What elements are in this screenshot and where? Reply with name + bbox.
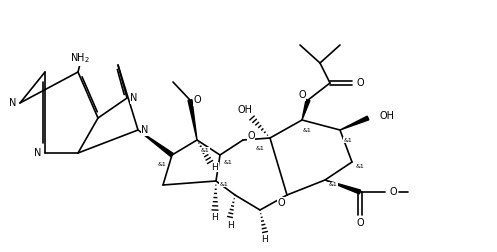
Text: H: H bbox=[212, 212, 218, 222]
Text: NH$_2$: NH$_2$ bbox=[70, 51, 90, 65]
Text: &1: &1 bbox=[356, 165, 364, 170]
Text: H: H bbox=[227, 220, 234, 230]
Text: O: O bbox=[247, 131, 255, 141]
Text: &1: &1 bbox=[329, 182, 337, 187]
Text: &1: &1 bbox=[220, 181, 229, 186]
Text: N: N bbox=[141, 125, 149, 135]
Text: OH: OH bbox=[238, 105, 252, 115]
Polygon shape bbox=[302, 100, 310, 120]
Text: O: O bbox=[356, 218, 364, 228]
Text: O: O bbox=[389, 187, 397, 197]
Text: N: N bbox=[130, 93, 138, 103]
Polygon shape bbox=[325, 180, 361, 194]
Text: N: N bbox=[34, 148, 42, 158]
Text: O: O bbox=[277, 198, 285, 208]
Text: H: H bbox=[212, 163, 218, 172]
Text: OH: OH bbox=[380, 111, 395, 121]
Text: H: H bbox=[261, 236, 268, 244]
Text: N: N bbox=[9, 98, 17, 108]
Polygon shape bbox=[138, 130, 173, 156]
Text: &1: &1 bbox=[343, 138, 352, 142]
Text: O: O bbox=[298, 90, 306, 100]
Text: &1: &1 bbox=[224, 161, 233, 166]
Text: &1: &1 bbox=[255, 145, 264, 150]
Polygon shape bbox=[340, 116, 369, 130]
Text: &1: &1 bbox=[303, 128, 312, 133]
Text: O: O bbox=[356, 78, 364, 88]
Polygon shape bbox=[188, 100, 197, 140]
Text: &1: &1 bbox=[158, 162, 166, 167]
Text: &1: &1 bbox=[201, 147, 209, 152]
Text: O: O bbox=[193, 95, 201, 105]
